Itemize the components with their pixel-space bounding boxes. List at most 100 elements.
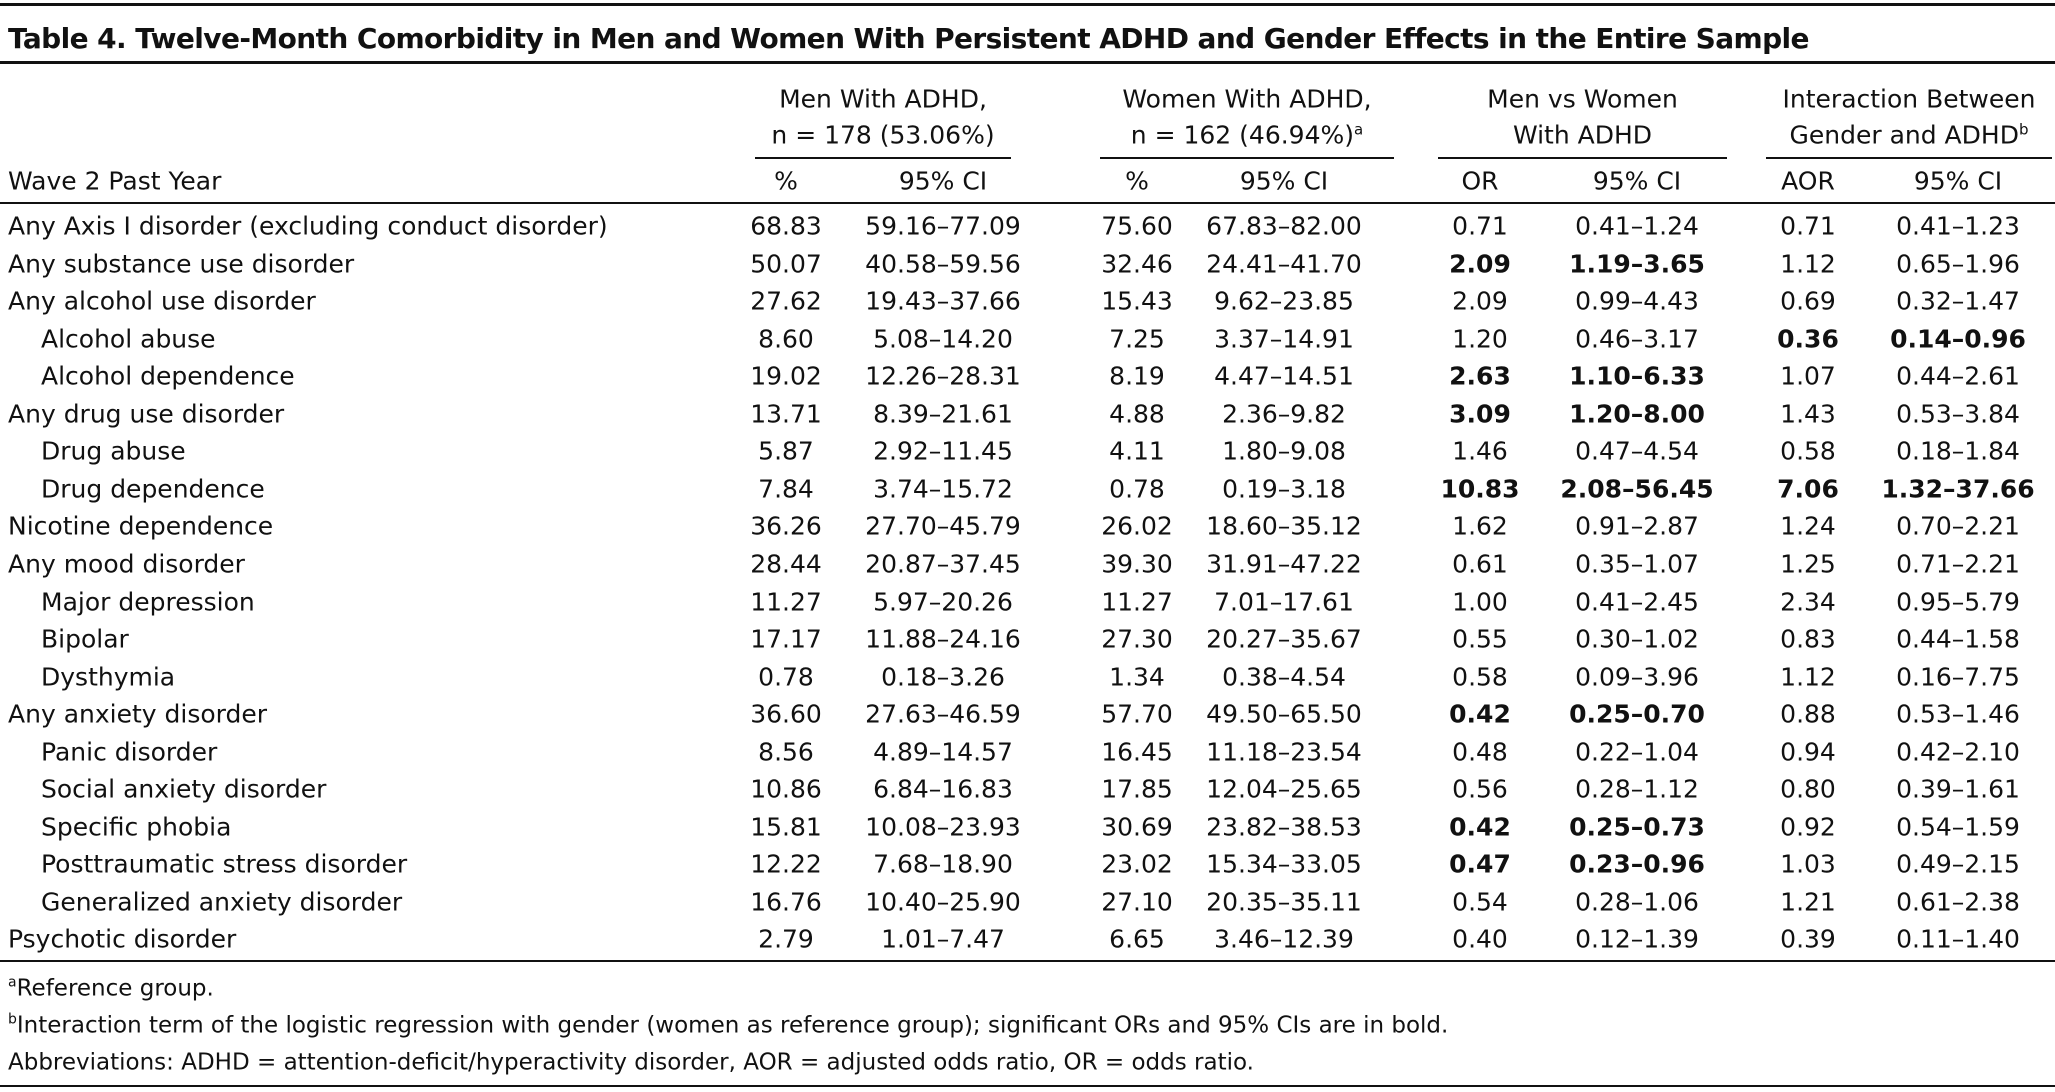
cell: 11.88–24.16 (865, 624, 1021, 654)
rule (0, 1085, 2055, 1087)
cell: 0.44–2.61 (1896, 361, 2020, 391)
cell: 19.43–37.66 (865, 286, 1021, 316)
cell: 0.30–1.02 (1575, 624, 1699, 654)
cell: 0.25–0.70 (1569, 699, 1705, 729)
cell: 13.71 (750, 399, 822, 429)
cell: 15.81 (750, 812, 822, 842)
column-header: 95% CI (898, 166, 988, 196)
cell: 4.11 (1109, 436, 1165, 466)
cell: 1.07 (1780, 361, 1836, 391)
cell: 1.46 (1452, 436, 1508, 466)
footnote: aReference group. (8, 976, 214, 1001)
cell: 0.99–4.43 (1575, 286, 1699, 316)
rule (0, 202, 2055, 204)
cell: 0.46–3.17 (1575, 324, 1699, 354)
row-label: Any substance use disorder (8, 249, 355, 279)
group-header: Gender and ADHDb (1789, 120, 2029, 150)
cell: 0.38–4.54 (1222, 662, 1346, 692)
cell: 0.14–0.96 (1890, 324, 2026, 354)
cell: 0.19–3.18 (1222, 474, 1346, 504)
cell: 0.61–2.38 (1896, 887, 2020, 917)
column-header: AOR (1781, 166, 1835, 196)
group-header: With ADHD (1512, 120, 1653, 150)
cell: 23.82–38.53 (1206, 812, 1362, 842)
rule (0, 960, 2055, 963)
cell: 1.80–9.08 (1222, 436, 1346, 466)
cell: 0.48 (1452, 737, 1508, 767)
cell: 8.39–21.61 (873, 399, 1013, 429)
row-label: Generalized anxiety disorder (41, 887, 403, 917)
cell: 59.16–77.09 (865, 211, 1021, 241)
row-label: Any mood disorder (8, 549, 245, 579)
cell: 0.16–7.75 (1896, 662, 2020, 692)
cell: 0.49–2.15 (1896, 849, 2020, 879)
cell: 67.83–82.00 (1206, 211, 1362, 241)
cell: 1.62 (1452, 511, 1508, 541)
cell: 0.65–1.96 (1896, 249, 2020, 279)
cell: 0.42–2.10 (1896, 737, 2020, 767)
cell: 2.79 (758, 924, 814, 954)
cell: 1.12 (1780, 249, 1836, 279)
cell: 5.08–14.20 (873, 324, 1013, 354)
column-header: 95% CI (1239, 166, 1329, 196)
cell: 16.76 (750, 887, 822, 917)
cell: 4.88 (1109, 399, 1165, 429)
cell: 6.65 (1109, 924, 1165, 954)
cell: 1.03 (1780, 849, 1836, 879)
row-label: Nicotine dependence (8, 511, 274, 541)
cell: 0.47–4.54 (1575, 436, 1699, 466)
cell: 0.22–1.04 (1575, 737, 1699, 767)
footnote-marker: b (8, 1011, 17, 1028)
group-header: n = 162 (46.94%)a (1130, 120, 1364, 150)
cell: 8.60 (758, 324, 814, 354)
row-label: Major depression (41, 587, 255, 616)
cell: 9.62–23.85 (1214, 286, 1354, 316)
cell: 1.32–37.66 (1881, 474, 2035, 504)
row-label: Any anxiety disorder (8, 699, 268, 729)
cell: 3.37–14.91 (1214, 324, 1354, 354)
cell: 0.83 (1780, 624, 1836, 654)
cell: 19.02 (750, 361, 822, 391)
cell: 0.32–1.47 (1896, 286, 2020, 316)
cell: 0.35–1.07 (1575, 549, 1699, 579)
cell: 0.39 (1780, 924, 1836, 954)
cell: 20.87–37.45 (865, 549, 1021, 579)
cell: 50.07 (750, 249, 822, 279)
group-header: Men vs Women (1487, 84, 1678, 114)
cell: 1.10–6.33 (1569, 361, 1705, 391)
row-label: Alcohol dependence (41, 361, 295, 391)
cell: 0.11–1.40 (1896, 924, 2020, 954)
cell: 0.40 (1452, 924, 1508, 954)
column-header: 95% CI (1592, 166, 1682, 196)
cell: 30.69 (1101, 812, 1173, 842)
rule (0, 61, 2055, 64)
row-label: Bipolar (41, 624, 129, 654)
cell: 0.61 (1452, 549, 1508, 579)
cell: 11.27 (750, 587, 822, 616)
cell: 0.36 (1777, 324, 1839, 354)
cell: 7.84 (758, 474, 814, 504)
cell: 0.95–5.79 (1896, 587, 2020, 616)
cell: 11.27 (1101, 587, 1173, 616)
row-label: Specific phobia (41, 812, 232, 842)
column-header: OR (1461, 166, 1499, 196)
column-header: % (774, 166, 798, 196)
cell: 15.34–33.05 (1206, 849, 1362, 879)
cell: 5.87 (758, 436, 814, 466)
footnote-text: Abbreviations: ADHD = attention-deficit/… (8, 1049, 1254, 1076)
column-header: 95% CI (1913, 166, 2003, 196)
cell: 0.54–1.59 (1896, 812, 2020, 842)
cell: 49.50–65.50 (1206, 699, 1362, 729)
footnote: Abbreviations: ADHD = attention-deficit/… (8, 1049, 1254, 1076)
footnote-text: Interaction term of the logistic regress… (16, 1012, 1449, 1039)
rule (1766, 157, 2052, 159)
cell: 0.70–2.21 (1896, 511, 2020, 541)
cell: 2.63 (1449, 361, 1511, 391)
cell: 0.92 (1780, 812, 1836, 842)
cell: 27.70–45.79 (865, 511, 1021, 541)
cell: 0.53–1.46 (1896, 699, 2020, 729)
cell: 2.08–56.45 (1560, 474, 1714, 504)
cell: 15.43 (1101, 286, 1173, 316)
cell: 1.21 (1780, 887, 1836, 917)
